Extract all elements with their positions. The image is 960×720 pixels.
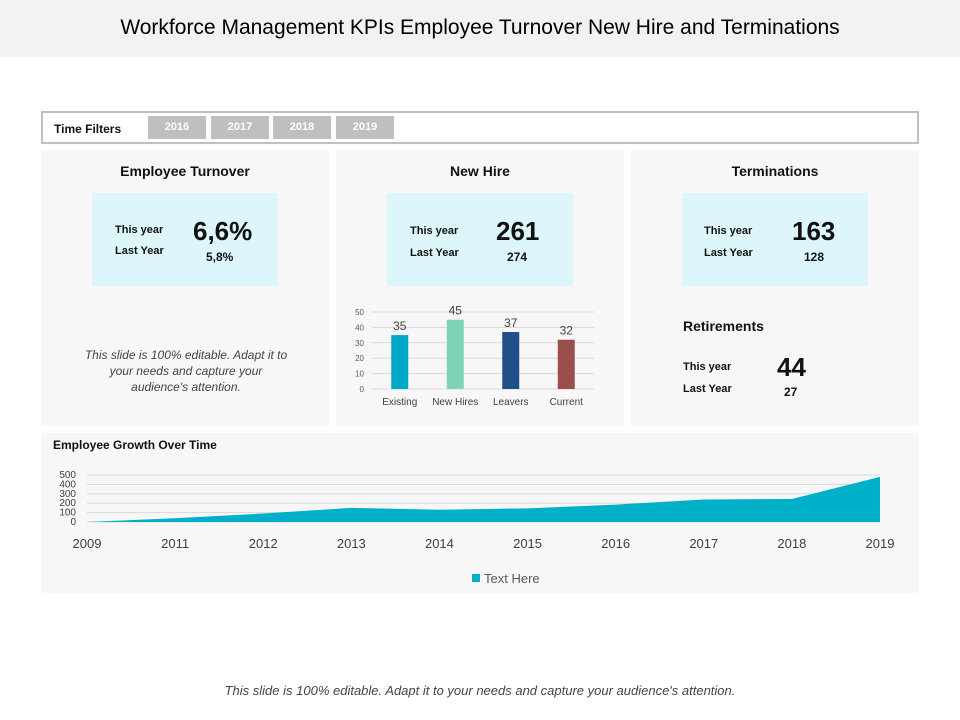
area-series-text-here: [87, 476, 880, 522]
bar-data-label: 32: [560, 324, 574, 338]
terminations-kpi: This year Last Year 163 128: [682, 193, 868, 286]
this-year-label: This year: [115, 224, 164, 236]
terminations-panel: Terminations This year Last Year 163 128…: [631, 150, 919, 426]
bar-data-label: 35: [393, 319, 407, 333]
area-x-tick-label: 2011: [161, 536, 189, 551]
employee-growth-panel: Employee Growth Over Time 0 100 200 300 400 5…: [41, 433, 919, 593]
area-x-tick-label: 2016: [601, 536, 630, 551]
legend-swatch: [472, 574, 480, 582]
employee-turnover-panel: Employee Turnover This year Last Year 6,…: [41, 150, 329, 426]
footer-note: This slide is 100% editable. Adapt it to…: [224, 683, 736, 698]
employee-growth-title: Employee Growth Over Time: [53, 438, 217, 452]
last-year-label: Last Year: [410, 247, 459, 259]
employee-turnover-kpi: This year Last Year 6,6% 5,8%: [92, 193, 278, 286]
area-x-tick-label: 2013: [337, 536, 366, 551]
area-x-tick-label: 2018: [777, 536, 806, 551]
bar-y-tick-label: 0: [360, 385, 365, 394]
area-x-tick-label: 2012: [249, 536, 278, 551]
bar-category-label: Leavers: [493, 397, 529, 408]
bar-new-hires: [446, 319, 464, 389]
bar-y-tick-label: 30: [355, 339, 364, 348]
area-y-tick-label: 100: [59, 508, 76, 519]
bar-leavers: [502, 332, 520, 389]
new-hire-title: New Hire: [450, 163, 510, 179]
last-year-label: Last Year: [115, 245, 164, 257]
area-y-tick-label: 200: [59, 498, 76, 509]
new-hire-bar-chart: 0 10 20 30 40 50 35 Existing 45 New Hires 37 Leaver…: [355, 304, 594, 408]
bar-category-label: Current: [550, 397, 584, 408]
this-year-value: 261: [496, 216, 540, 246]
last-year-value: 5,8%: [206, 250, 234, 264]
area-x-tick-label: 2017: [689, 536, 718, 551]
time-filter-label: Time Filters: [54, 122, 122, 136]
filter-button-2017[interactable]: 2017: [211, 116, 269, 139]
bar-category-label: Existing: [382, 397, 417, 408]
retirements-title: Retirements: [683, 318, 764, 334]
area-y-tick-label: 500: [59, 470, 76, 481]
bar-current: [557, 339, 575, 389]
this-year-value: 6,6%: [193, 216, 253, 246]
area-x-tick-label: 2009: [73, 536, 102, 551]
time-filter-bar: Time Filters 2016 2017 2018 2019: [41, 111, 919, 144]
area-y-tick-label: 400: [59, 479, 76, 490]
page-title: Workforce Management KPIs Employee Turno…: [120, 16, 840, 39]
bar-y-tick-label: 40: [355, 323, 364, 332]
bar-data-label: 37: [504, 316, 518, 330]
bar-existing: [391, 335, 409, 389]
bar-data-label: 45: [449, 304, 463, 318]
turnover-note: This slide is 100% editable. Adapt it to…: [84, 348, 288, 394]
filter-button-2016[interactable]: 2016: [148, 116, 206, 139]
area-x-tick-label: 2019: [866, 536, 895, 551]
title-bar: Workforce Management KPIs Employee Turno…: [0, 0, 960, 57]
last-year-label: Last Year: [704, 247, 753, 259]
area-y-tick-label: 0: [70, 517, 76, 528]
bar-y-tick-label: 20: [355, 354, 364, 363]
filter-button-2018[interactable]: 2018: [273, 116, 331, 139]
last-year-value: 274: [507, 250, 528, 264]
this-year-label: This year: [410, 225, 459, 237]
retirements-this-year-label: This year: [683, 361, 732, 373]
last-year-value: 128: [804, 250, 825, 264]
bar-category-label: New Hires: [432, 397, 478, 408]
retirements-last-year-label: Last Year: [683, 383, 732, 395]
bar-y-tick-label: 50: [355, 308, 364, 317]
filter-button-2019[interactable]: 2019: [336, 116, 394, 139]
this-year-value: 163: [792, 216, 836, 246]
area-y-tick-label: 300: [59, 489, 76, 500]
terminations-title: Terminations: [731, 163, 819, 179]
employee-turnover-title: Employee Turnover: [120, 163, 250, 179]
area-x-tick-label: 2014: [425, 536, 454, 551]
new-hire-panel: New Hire This year Last Year 261 274 0 10…: [336, 150, 624, 426]
bar-y-tick-label: 10: [355, 370, 364, 379]
retirements-this-year-value: 44: [777, 352, 806, 382]
retirements-last-year-value: 27: [784, 385, 798, 399]
new-hire-kpi: This year Last Year 261 274: [387, 193, 573, 286]
legend-label: Text Here: [484, 571, 540, 586]
this-year-label: This year: [704, 225, 753, 237]
area-x-tick-label: 2015: [513, 536, 542, 551]
